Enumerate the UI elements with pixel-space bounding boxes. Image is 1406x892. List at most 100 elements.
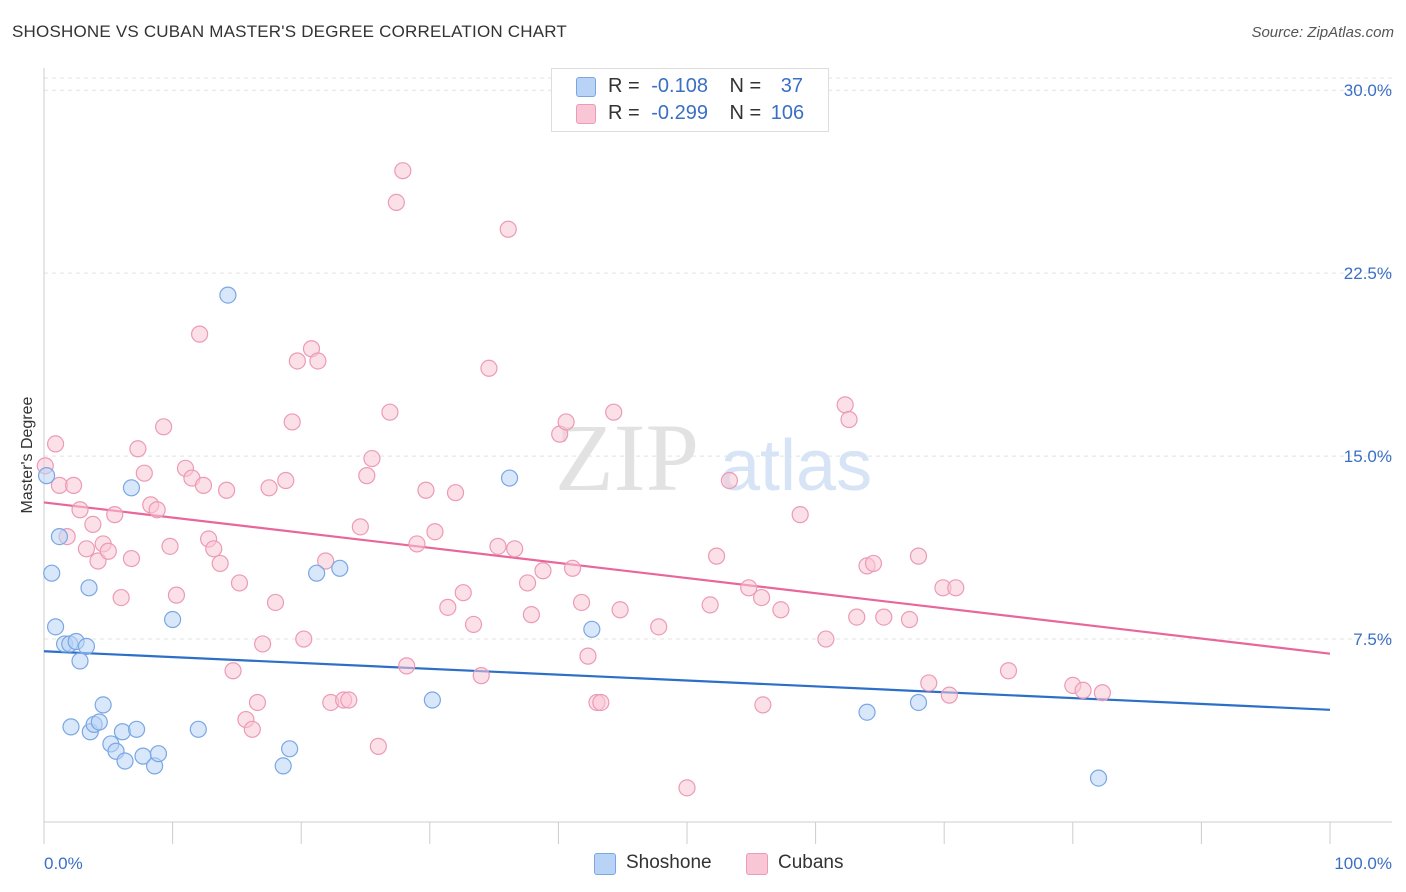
cubans-point [817, 630, 835, 648]
watermark: ZIP atlas [555, 404, 872, 511]
n-value: 37 [780, 75, 804, 97]
shoshone-point [308, 564, 326, 582]
cubans-point [148, 501, 166, 519]
cubans-point [288, 352, 306, 370]
cubans-point [752, 588, 771, 607]
shoshone-point [90, 713, 108, 731]
cubans-point [439, 598, 457, 616]
cubans-point [394, 162, 412, 180]
shoshone-point [37, 467, 56, 485]
cubans-point [848, 608, 866, 626]
cubans-point [277, 471, 295, 490]
cubans-point [243, 720, 261, 738]
cubans-point [875, 608, 893, 626]
shoshone-point [858, 703, 876, 721]
r-label: R = [608, 75, 640, 97]
shoshone-point [1089, 769, 1108, 787]
cubans-point [417, 481, 435, 499]
cubans-point [701, 596, 719, 614]
cubans-point [563, 559, 582, 577]
cubans-point [218, 481, 236, 499]
x-tick-label: 100.0% [1334, 854, 1392, 873]
shoshone-point [281, 740, 299, 758]
cubans-point [194, 476, 213, 494]
watermark-atlas: atlas [720, 426, 872, 506]
shoshone-point [94, 696, 112, 714]
shoshone-point [423, 691, 441, 709]
cubans-point [135, 464, 153, 482]
shoshone-point [331, 559, 349, 577]
cubans-point [381, 403, 399, 421]
cubans-point [611, 601, 629, 619]
cubans-point [534, 562, 552, 580]
cubans-point [480, 359, 498, 377]
cubans-point [464, 615, 483, 634]
shoshone-point [116, 752, 134, 770]
cubans-point [489, 537, 507, 555]
n-label: N = [729, 102, 762, 124]
cubans-point [772, 601, 790, 619]
cubans-point [369, 737, 387, 755]
cubans-point [358, 467, 376, 485]
cubans-point [579, 647, 597, 665]
cubans-point [499, 220, 517, 238]
cubans-point [154, 418, 173, 436]
cubans-point [230, 574, 249, 592]
cubans-point [740, 579, 758, 597]
tick-labels: 7.5% 15.0% 22.5% 30.0% 0.0% 100.0% [44, 81, 1392, 873]
cubans-point [309, 352, 327, 370]
shoshone-point [189, 720, 207, 738]
cubans-point [363, 449, 381, 468]
shoshone-point [583, 620, 601, 638]
y-tick-label: 22.5% [1344, 264, 1392, 283]
cubans-point [720, 471, 739, 490]
cubans-point [920, 674, 938, 692]
cubans-point [650, 618, 668, 636]
cubans-point [295, 630, 313, 648]
x-tick-label: 0.0% [44, 854, 83, 873]
cubans-point [248, 693, 267, 712]
cubans-point [840, 410, 858, 429]
correlation-legend: R = -0.108 N = 37 R = -0.299 N = 106 [551, 68, 829, 132]
trend-lines [43, 501, 1331, 711]
cubans-point [909, 547, 928, 565]
cubans-point [77, 540, 96, 558]
cubans-point [161, 537, 179, 555]
cubans-point [1093, 684, 1111, 702]
cubans-point [836, 396, 854, 414]
cubans-point [84, 515, 102, 534]
cubans-point [408, 535, 426, 553]
cubans-point [64, 476, 83, 494]
cubans-point [446, 484, 465, 502]
n-label: N = [729, 75, 762, 97]
shoshone-swatch [594, 853, 616, 875]
shoshone-point [50, 527, 69, 546]
cubans-swatch [746, 853, 768, 875]
cubans-point [398, 657, 416, 675]
cubans-point [317, 552, 335, 570]
r-value: -0.108 [651, 75, 708, 97]
r-value: -0.299 [651, 102, 708, 124]
y-tick-label: 7.5% [1353, 630, 1392, 649]
cubans-point [557, 413, 575, 431]
cubans-point [224, 662, 242, 680]
shoshone-point [77, 637, 96, 655]
shoshone-point [500, 469, 519, 487]
cubans-point [122, 549, 141, 568]
cubans-point [260, 479, 278, 497]
axes [43, 68, 1392, 844]
cubans-point [46, 435, 65, 453]
shoshone-point [113, 723, 132, 741]
cubans-point [167, 586, 186, 604]
cubans-point [472, 667, 490, 685]
cubans-point [506, 540, 524, 558]
cubans-point [707, 547, 726, 565]
cubans-point [71, 501, 89, 519]
cubans-point [999, 662, 1018, 680]
cubans-point [605, 403, 623, 421]
r-label: R = [608, 102, 640, 124]
legend-label: Shoshone [626, 852, 712, 873]
cubans-point [572, 593, 591, 612]
chart-title: SHOSHONE VS CUBAN MASTER'S DEGREE CORREL… [12, 22, 568, 41]
